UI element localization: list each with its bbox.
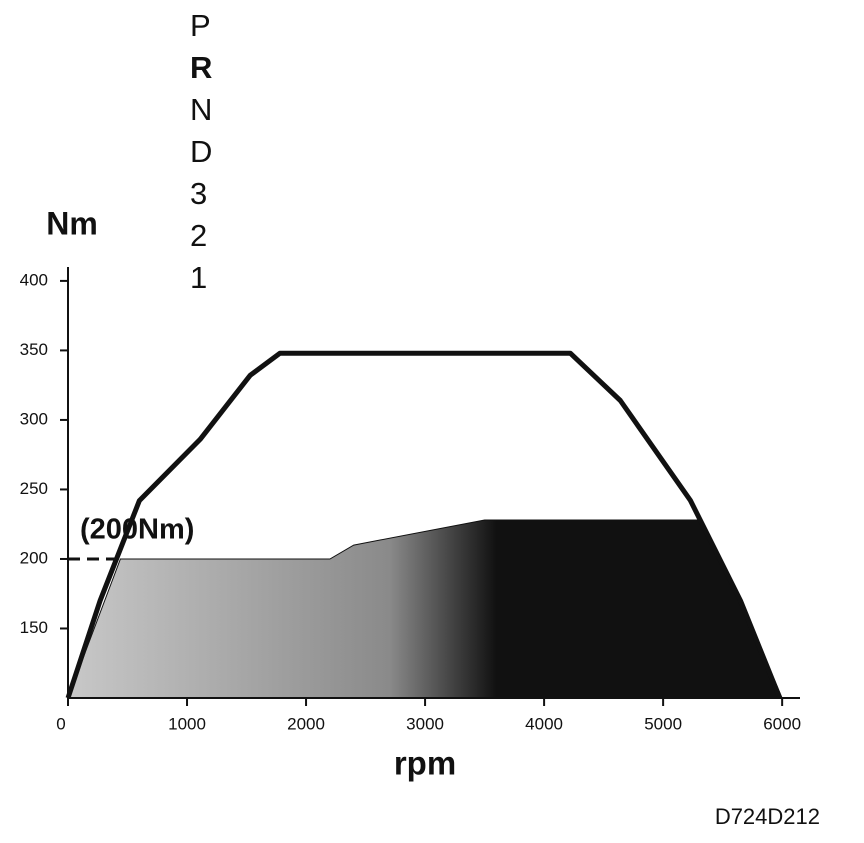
y-tick-label: 300 bbox=[20, 409, 48, 428]
x-tick-label: 5000 bbox=[644, 714, 682, 733]
gear-label: P bbox=[190, 8, 211, 43]
y-tick-label: 200 bbox=[20, 548, 48, 567]
gear-label: D bbox=[190, 134, 212, 169]
x-tick-label: 6000 bbox=[763, 714, 801, 733]
x-axis-label: rpm bbox=[394, 745, 456, 782]
y-tick-label: 400 bbox=[20, 270, 48, 289]
gear-label: 1 bbox=[190, 260, 207, 295]
x-tick-label: 0 bbox=[56, 714, 65, 733]
gear-label: 3 bbox=[190, 176, 207, 211]
annotation-text: (200Nm) bbox=[80, 514, 194, 546]
gear-label: R bbox=[190, 50, 212, 85]
torque-curve bbox=[65, 350, 783, 699]
y-tick-label: 250 bbox=[20, 479, 48, 498]
y-axis-label: Nm bbox=[46, 205, 98, 241]
y-tick-label: 150 bbox=[20, 618, 48, 637]
x-tick-label: 3000 bbox=[406, 714, 444, 733]
gear-label: 2 bbox=[190, 218, 207, 253]
x-tick-label: 4000 bbox=[525, 714, 563, 733]
figure-code: D724D212 bbox=[715, 804, 820, 829]
torque-area bbox=[67, 519, 783, 699]
x-tick-label: 1000 bbox=[168, 714, 206, 733]
x-tick-label: 2000 bbox=[287, 714, 325, 733]
y-tick-label: 350 bbox=[20, 340, 48, 359]
gear-label: N bbox=[190, 92, 212, 127]
